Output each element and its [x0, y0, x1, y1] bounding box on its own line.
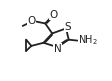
Text: O: O: [28, 16, 36, 26]
Text: NH$_2$: NH$_2$: [78, 34, 98, 47]
Text: S: S: [64, 22, 71, 32]
Text: O: O: [49, 10, 58, 20]
Text: N: N: [54, 44, 61, 54]
